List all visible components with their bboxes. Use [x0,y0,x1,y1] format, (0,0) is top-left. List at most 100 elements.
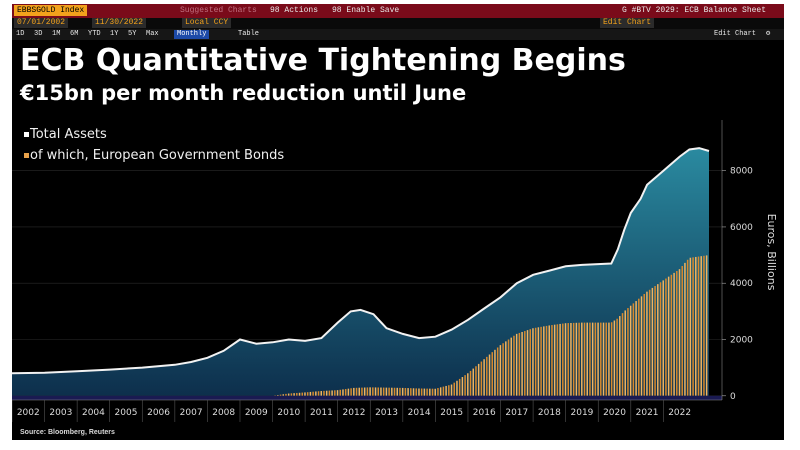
bonds-bar [483,359,485,396]
bonds-bar [676,271,678,396]
bonds-bar [553,324,556,396]
edit-chart-button[interactable]: Edit Chart [714,30,757,38]
bonds-bar [594,322,597,396]
x-tick-label: 2007 [180,408,203,418]
bonds-bar [342,389,344,396]
bonds-bar [355,387,358,396]
x-tick-label: 2016 [473,408,496,418]
bonds-bar [657,284,659,396]
bonds-bar [518,332,521,396]
period-1y[interactable]: 1Y [110,30,119,38]
bonds-bar [562,323,564,396]
period-3d[interactable]: 3D [34,30,43,38]
bonds-bar [325,390,328,396]
bonds-bar [472,368,474,396]
x-tick-label: 2003 [49,408,72,418]
bonds-bar [589,322,591,396]
bonds-bar [415,388,417,396]
x-tick-label: 2020 [603,408,626,418]
bonds-bar [524,331,526,396]
bonds-bar [610,322,613,396]
header-bar: EBBSGOLD Index Suggested Charts 98 Actio… [12,4,784,18]
x-tick-label: 2005 [115,408,138,418]
x-tick-label: 2014 [408,408,431,418]
bonds-bar [515,333,518,396]
bonds-bar [363,387,366,396]
balance-sheet-chart: 2002 2003 2004 2005 2006 2007 2008 2009 2010 2011… [12,120,778,422]
x-axis-band [12,395,722,400]
bonds-bar [662,280,664,396]
bonds-bar [591,322,594,396]
y-tick-label: 2000 [730,335,753,345]
period-5y[interactable]: 5Y [128,30,137,38]
y-axis-ticks: 0 2000 4000 6000 8000 [721,120,753,402]
bonds-bar [477,363,480,396]
bonds-bar [323,390,325,396]
source-note: Source: Bloomberg, Reuters [20,429,115,436]
x-tick-label: 2019 [571,408,594,418]
x-tick-label: 2010 [277,408,300,418]
bonds-bar [279,394,282,396]
period-6m[interactable]: 6M [70,30,79,38]
bonds-bar [600,322,602,396]
bonds-bar [619,316,621,396]
actions-menu[interactable]: 98 Actions [270,6,319,15]
x-tick-label: 2012 [343,408,366,418]
bonds-bar [461,377,464,396]
bonds-bar [301,392,304,396]
bonds-bar [526,330,529,396]
bonds-bar [684,262,686,396]
bonds-bar [532,328,534,396]
period-max[interactable]: Max [146,30,159,38]
bonds-bar [277,395,279,396]
bonds-bar [328,390,331,396]
start-date-input[interactable]: 07/01/2002 [14,18,69,28]
period-ytd[interactable]: YTD [88,30,101,38]
suggested-charts-button[interactable]: Suggested Charts [180,6,257,15]
bonds-bar [274,395,276,396]
bonds-bar [458,378,461,396]
bonds-bar [353,387,355,396]
date-range-bar: 07/01/2002 11/30/2022 Local CCY Edit Cha… [12,18,784,29]
bonds-bar [336,390,339,396]
bonds-bar [339,389,341,396]
bonds-bar [396,387,398,396]
settings-gear-icon[interactable]: ⚙ [766,30,771,38]
bonds-bar [605,322,607,396]
period-1d[interactable]: 1D [16,30,25,38]
currency-select[interactable]: Local CCY [182,18,232,28]
bonds-bar [689,257,692,396]
bonds-bar [372,387,374,396]
bonds-bar [570,322,572,396]
bonds-bar [404,387,407,396]
bonds-bar [578,322,580,396]
bonds-bar [407,388,409,396]
enable-save-button[interactable]: 98 Enable Save [332,6,400,15]
bonds-bar [467,373,469,396]
bonds-bar [434,388,436,396]
bonds-bar [306,392,309,396]
bonds-bar [399,387,401,396]
bonds-bar [692,257,694,396]
bonds-bar [401,387,404,396]
bonds-bar [703,255,705,396]
bonds-bar [418,388,420,396]
bonds-bar [638,298,640,396]
bonds-bar [635,301,637,396]
right-field[interactable]: Edit Chart [600,18,655,28]
x-tick-label: 2008 [212,408,235,418]
bonds-bar [282,394,285,396]
bonds-bar [388,387,390,396]
legend-total-assets: Total Assets [29,127,107,142]
bonds-bar [583,322,586,396]
table-toggle[interactable]: Table [238,30,260,38]
bonds-bar [374,387,377,396]
bonds-bar [331,390,333,396]
ticker-input[interactable]: EBBSGOLD Index [14,5,88,16]
period-1m[interactable]: 1M [52,30,61,38]
bonds-bar [700,256,702,396]
frequency-select[interactable]: Monthly [174,30,210,39]
end-date-input[interactable]: 11/30/2022 [92,18,147,28]
bonds-bar [426,388,428,396]
bonds-bar [608,322,610,396]
